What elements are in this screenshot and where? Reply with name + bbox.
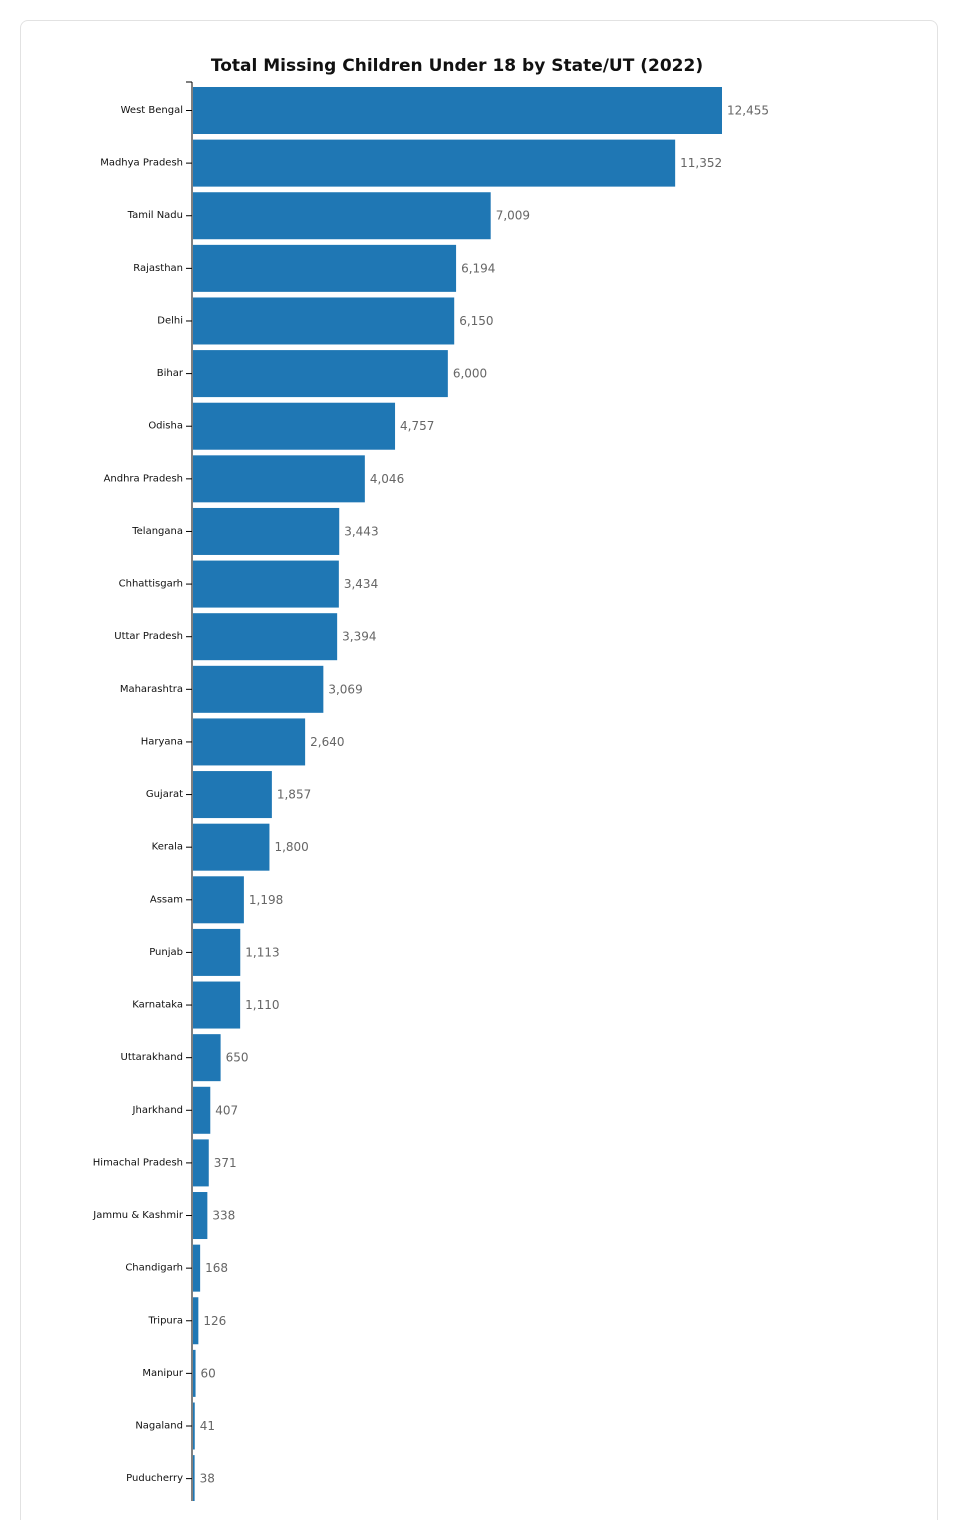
data-label: 168 <box>205 1261 228 1275</box>
data-label: 2,640 <box>310 735 344 749</box>
bar[interactable] <box>193 876 244 924</box>
data-label: 12,455 <box>727 104 769 118</box>
y-tick-label: Bihar <box>157 368 184 379</box>
data-label: 4,757 <box>400 419 434 433</box>
bar[interactable] <box>193 1086 211 1134</box>
y-tick-label: Jammu & Kashmir <box>92 1210 184 1221</box>
data-label: 3,394 <box>342 630 376 644</box>
y-tick-label: Tamil Nadu <box>127 210 183 221</box>
y-tick-label: Chhattisgarh <box>119 579 183 590</box>
bar[interactable] <box>193 1244 201 1292</box>
data-label: 3,443 <box>344 524 378 538</box>
y-tick-label: Assam <box>150 894 183 905</box>
y-tick-label: Jharkhand <box>132 1105 183 1116</box>
bar[interactable] <box>193 507 340 555</box>
data-label: 1,857 <box>277 788 311 802</box>
data-label: 407 <box>215 1103 238 1117</box>
y-tick-label: West Bengal <box>121 105 183 116</box>
bar[interactable] <box>193 613 338 661</box>
bar[interactable] <box>193 560 339 608</box>
y-tick-label: Rajasthan <box>133 263 183 274</box>
y-tick-label: Maharashtra <box>120 684 183 695</box>
bar[interactable] <box>193 139 676 187</box>
data-label: 7,009 <box>496 209 530 223</box>
y-tick-label: Uttar Pradesh <box>114 631 183 642</box>
data-label: 1,198 <box>249 893 283 907</box>
bar[interactable] <box>193 455 365 503</box>
y-tick-label: Nagaland <box>135 1421 183 1432</box>
bar-chart: Total Missing Children Under 18 by State… <box>92 56 769 1501</box>
data-label: 1,113 <box>245 945 279 959</box>
y-tick-label: Himachal Pradesh <box>93 1157 183 1168</box>
bar[interactable] <box>193 928 241 976</box>
data-label: 60 <box>201 1366 216 1380</box>
y-tick-label: Tripura <box>148 1315 183 1326</box>
data-label: 3,069 <box>328 682 362 696</box>
y-tick-label: Odisha <box>148 421 183 432</box>
bar[interactable] <box>193 297 455 345</box>
bar[interactable] <box>193 87 722 134</box>
y-axis <box>186 81 193 1501</box>
y-tick-label: Delhi <box>157 315 183 326</box>
bar[interactable] <box>193 350 448 398</box>
bar[interactable] <box>193 1034 221 1082</box>
data-label: 371 <box>214 1156 237 1170</box>
bars-layer <box>193 87 722 1501</box>
bar[interactable] <box>193 665 324 713</box>
bar[interactable] <box>193 402 396 450</box>
bar[interactable] <box>193 1349 196 1397</box>
bar[interactable] <box>193 244 457 292</box>
y-tick-label: Andhra Pradesh <box>104 473 183 484</box>
data-label: 4,046 <box>370 472 404 486</box>
data-label: 38 <box>200 1472 215 1486</box>
y-tick-label: Puducherry <box>126 1473 183 1484</box>
y-tick-label: Karnataka <box>132 1000 183 1011</box>
bar[interactable] <box>193 771 272 819</box>
data-label: 3,434 <box>344 577 378 591</box>
data-label: 6,150 <box>459 314 493 328</box>
y-tick-label: Gujarat <box>146 789 183 800</box>
bar[interactable] <box>193 1139 209 1187</box>
data-label: 338 <box>212 1209 235 1223</box>
y-tick-label: Manipur <box>142 1368 184 1379</box>
data-label: 6,000 <box>453 367 487 381</box>
bar[interactable] <box>193 1192 208 1240</box>
data-label: 1,800 <box>274 840 308 854</box>
chart-title: Total Missing Children Under 18 by State… <box>211 56 703 76</box>
chart-card: Total Missing Children Under 18 by State… <box>20 20 938 1520</box>
y-tick-label: Chandigarh <box>125 1263 183 1274</box>
bar[interactable] <box>193 1455 195 1501</box>
data-label: 1,110 <box>245 998 279 1012</box>
data-label: 41 <box>200 1419 215 1433</box>
y-tick-label: Madhya Pradesh <box>100 158 183 169</box>
y-tick-label: Punjab <box>149 947 183 958</box>
labels-layer: West Bengal 12,455 Madhya Pradesh 11,352 Tam… <box>92 104 769 1486</box>
data-label: 11,352 <box>680 156 722 170</box>
bar[interactable] <box>193 981 241 1029</box>
y-tick-label: Telangana <box>131 526 183 537</box>
data-label: 126 <box>203 1314 226 1328</box>
y-tick-label: Uttarakhand <box>121 1052 183 1063</box>
data-label: 6,194 <box>461 261 495 275</box>
bar[interactable] <box>193 1402 195 1450</box>
bar[interactable] <box>193 823 270 871</box>
bar[interactable] <box>193 192 491 240</box>
y-tick-label: Haryana <box>141 736 183 747</box>
data-label: 650 <box>226 1051 249 1065</box>
bar[interactable] <box>193 1297 199 1345</box>
y-tick-label: Kerala <box>152 842 183 853</box>
bar[interactable] <box>193 718 306 766</box>
